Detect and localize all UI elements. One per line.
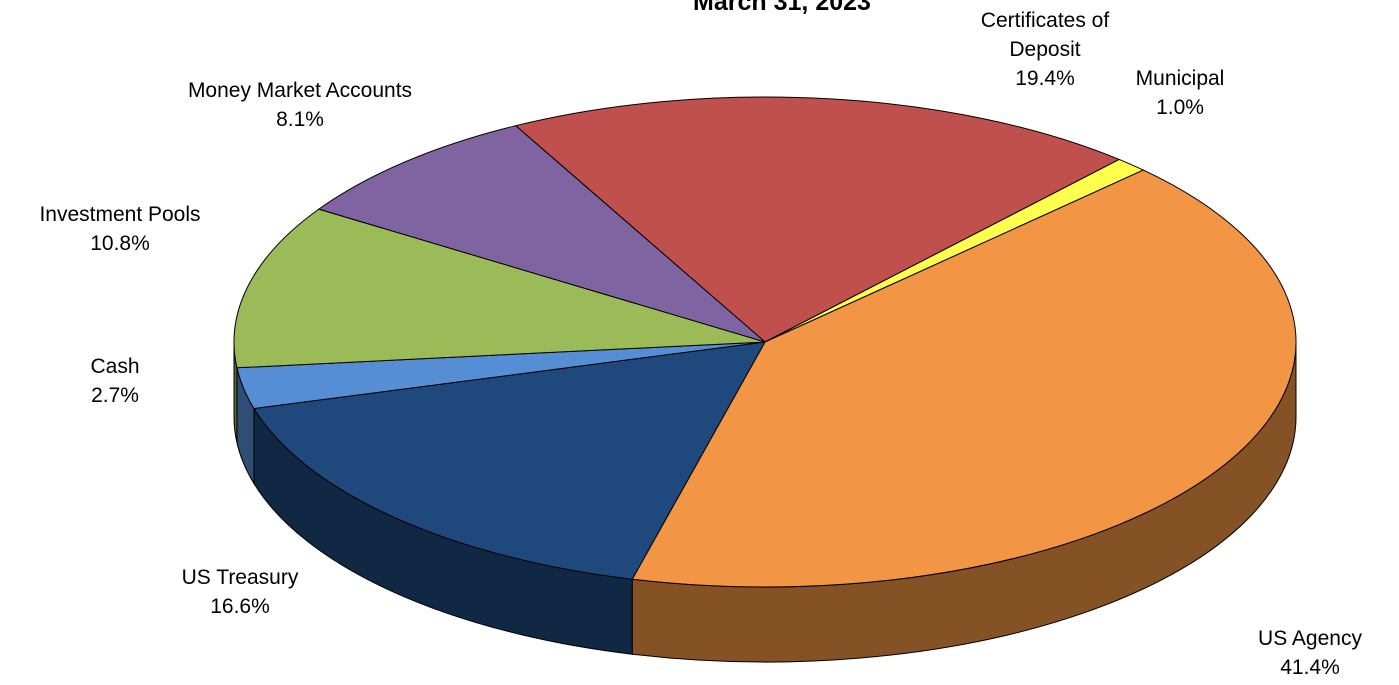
chart-title: March 31, 2023 xyxy=(693,0,871,16)
slice-category-label: Money Market Accounts xyxy=(187,79,413,102)
slice-value-label: 16.6% xyxy=(210,595,270,618)
slice-category-label: US Agency xyxy=(1258,627,1362,650)
slice-category-label: US Treasury xyxy=(181,566,299,589)
slice xyxy=(253,341,766,580)
slice-category-label: Cash xyxy=(90,355,140,378)
slice-category-label: Investment Pools xyxy=(39,203,201,226)
slice-label: Money Market Accounts 8.1% xyxy=(130,76,470,134)
slice-label: US Treasury 16.6% xyxy=(120,563,360,621)
slice xyxy=(233,208,766,369)
slice-value-label: 10.8% xyxy=(90,232,150,255)
slice xyxy=(631,169,1297,588)
slice-value-label: 8.1% xyxy=(276,108,324,131)
slice-category-label: Municipal xyxy=(1135,67,1225,90)
slice xyxy=(514,96,1121,343)
slice-label: Certificates of Deposit 19.4% xyxy=(960,6,1130,93)
slice-label: US Agency 41.4% xyxy=(1200,624,1399,682)
slice-value-label: 1.0% xyxy=(1156,96,1204,119)
slice-category-label: Certificates of Deposit xyxy=(980,9,1110,61)
slice-label: Investment Pools 10.8% xyxy=(0,200,240,258)
slice-value-label: 19.4% xyxy=(1015,67,1075,90)
slice-label: Cash 2.7% xyxy=(40,352,190,410)
slice-value-label: 2.7% xyxy=(91,384,139,407)
slice xyxy=(317,125,766,343)
slice-label: Municipal 1.0% xyxy=(1100,64,1260,122)
slice-value-label: 41.4% xyxy=(1280,656,1340,679)
